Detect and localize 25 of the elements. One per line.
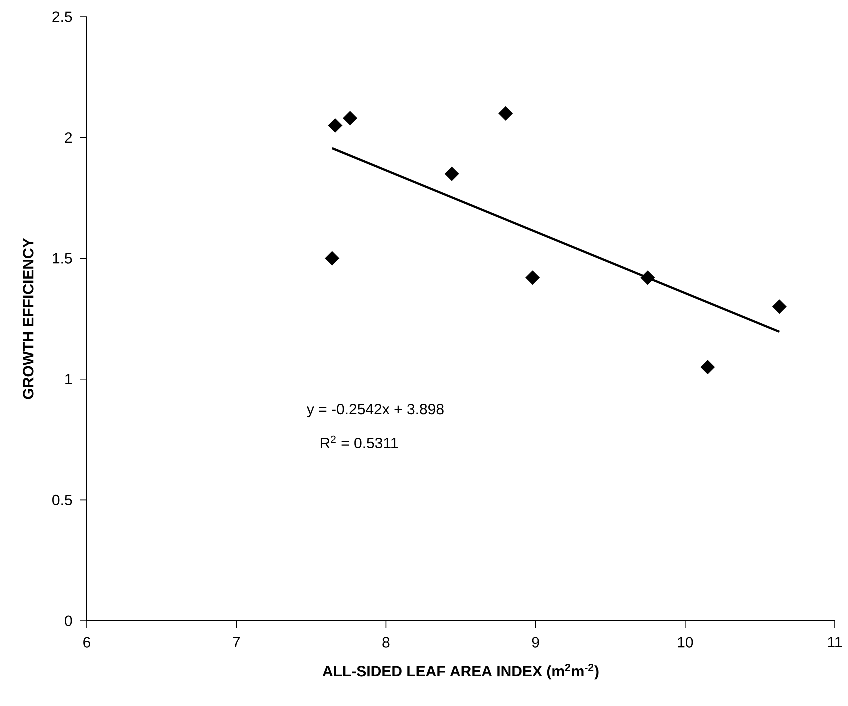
x-tick-label: 6 bbox=[84, 637, 91, 648]
point bbox=[640, 270, 656, 286]
x-tick-label: 7 bbox=[233, 637, 240, 648]
x-tick-label: 11 bbox=[828, 637, 842, 648]
x-tick-label: 9 bbox=[532, 637, 540, 648]
point bbox=[526, 270, 540, 286]
point bbox=[498, 106, 514, 121]
point bbox=[325, 251, 340, 266]
y-tick-label: 2.5 bbox=[52, 12, 72, 22]
y-tick-label: 0 bbox=[65, 616, 72, 626]
y-tick-label: 1 bbox=[66, 374, 72, 385]
point bbox=[700, 360, 716, 375]
annotation: y = -0.2542x + 3.898 bbox=[306, 404, 444, 418]
point bbox=[772, 300, 787, 314]
point bbox=[328, 118, 343, 133]
y-tick-label: 2 bbox=[65, 132, 72, 144]
y-tick-label: 0.5 bbox=[52, 494, 72, 506]
x-tick-label: 8 bbox=[382, 637, 390, 648]
y-axis-title: GROWTH EFFICIENCY bbox=[23, 238, 34, 400]
x-tick-label: 10 bbox=[678, 637, 694, 648]
y-tick-label: 1.5 bbox=[53, 253, 72, 264]
x-axis-title: ALL-SIDED LEAF AREA INDEX (m$^{2}$m$^{-2}$) bbox=[322, 664, 599, 680]
annotation: R$^{2}$ = 0.5311 bbox=[320, 436, 398, 449]
point bbox=[343, 111, 358, 126]
point bbox=[444, 166, 460, 182]
